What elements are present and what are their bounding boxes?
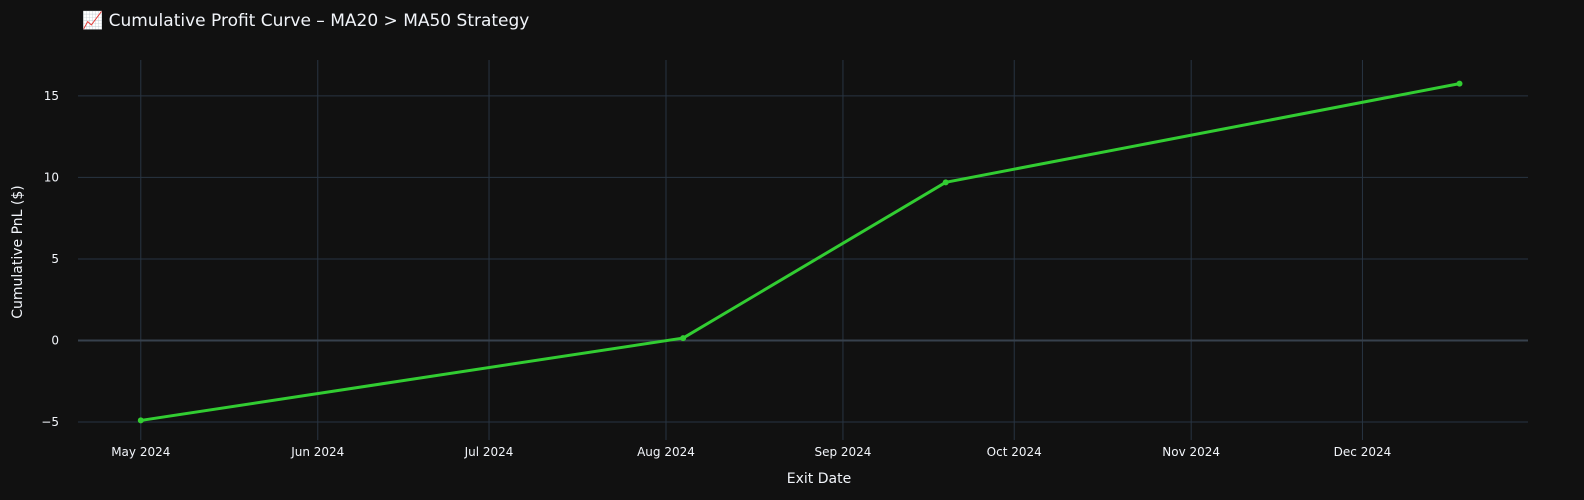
y-tick-label: 15 (44, 89, 59, 103)
x-tick-label: Dec 2024 (1334, 445, 1392, 459)
x-axis-title: Exit Date (787, 471, 851, 487)
y-tick-label: 10 (44, 170, 59, 184)
y-tick-label: 0 (51, 334, 59, 348)
x-tick-label: Jul 2024 (464, 445, 514, 459)
x-tick-label: Sep 2024 (814, 445, 871, 459)
x-tick-label: May 2024 (111, 445, 170, 459)
data-point (680, 335, 687, 342)
series-layer (137, 80, 1463, 424)
data-point (942, 179, 949, 186)
y-tick-label: 5 (51, 252, 59, 266)
data-point (137, 417, 144, 424)
data-point (1456, 80, 1463, 87)
x-tick-label: Nov 2024 (1162, 445, 1220, 459)
chart-title: 📈 Cumulative Profit Curve – MA20 > MA50 … (82, 11, 530, 31)
y-axis-title: Cumulative PnL ($) (10, 185, 26, 319)
x-tick-label: Oct 2024 (987, 445, 1042, 459)
x-tick-label: Aug 2024 (637, 445, 695, 459)
y-tick-label: −5 (41, 415, 59, 429)
grid-layer (78, 60, 1528, 440)
series-line (140, 82, 1460, 422)
x-tick-label: Jun 2024 (290, 445, 344, 459)
tick-layer: May 2024 Jun 2024 Jul 2024 Aug 2024 Sep 2024… (41, 89, 1391, 459)
